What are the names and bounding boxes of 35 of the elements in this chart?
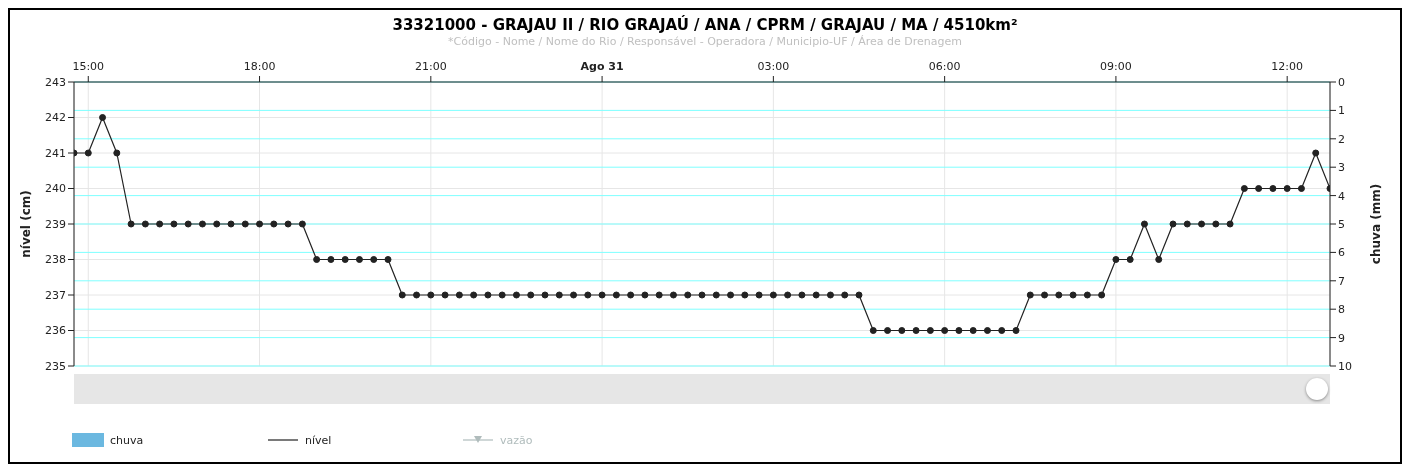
legend-label: vazão — [500, 433, 533, 447]
y-axis-title: nível (cm) — [19, 190, 34, 258]
y2-tick-label: 10 — [1338, 359, 1352, 373]
y-tick-label: 243 — [45, 75, 66, 89]
y2-tick-label: 5 — [1338, 217, 1345, 231]
x-tick-label: 15:00 — [72, 60, 105, 73]
y-tick-label: 240 — [45, 182, 66, 196]
x-tick-label: 09:00 — [1100, 60, 1132, 73]
y-tick-label: 241 — [45, 146, 66, 160]
y2-tick-label: 4 — [1338, 189, 1345, 203]
x-tick-label: 06:00 — [928, 60, 961, 73]
y2-tick-label: 8 — [1338, 303, 1345, 317]
y-tick-label: 235 — [45, 359, 66, 373]
y-tick-label: 239 — [45, 217, 66, 231]
y2-tick-label: 6 — [1338, 246, 1345, 260]
y-tick-label: 242 — [45, 111, 66, 125]
x-tick-label: 03:00 — [757, 60, 790, 73]
x-tick-label: 18:00 — [243, 60, 276, 73]
y2-tick-label: 0 — [1338, 75, 1345, 89]
chart-subtitle: *Código - Nome / Nome do Rio / Responsável - Operadora / Municipio-UF / Área de Drenagem — [447, 35, 963, 48]
y2-tick-label: 2 — [1338, 132, 1345, 146]
legend-label: nível — [305, 433, 332, 447]
y2-tick-label: 7 — [1338, 274, 1345, 288]
x-tick-label: Ago 31 — [580, 60, 624, 73]
y2-axis-title: chuva (mm) — [1369, 183, 1384, 265]
x-tick-label: 12:00 — [1271, 60, 1304, 73]
y-tick-label: 238 — [45, 253, 66, 267]
y2-tick-label: 3 — [1338, 161, 1345, 175]
y-tick-label: 237 — [45, 288, 66, 302]
y-tick-label: 236 — [45, 324, 66, 338]
y2-tick-label: 9 — [1338, 331, 1345, 345]
x-tick-label: 21:00 — [414, 60, 447, 73]
y2-tick-label: 1 — [1338, 104, 1345, 118]
chart-title: 33321000 - GRAJAU II / RIO GRAJAÚ / ANA / CPRM / GRAJAU / MA / 4510km² — [391, 16, 1019, 34]
legend-label: chuva — [110, 433, 144, 447]
